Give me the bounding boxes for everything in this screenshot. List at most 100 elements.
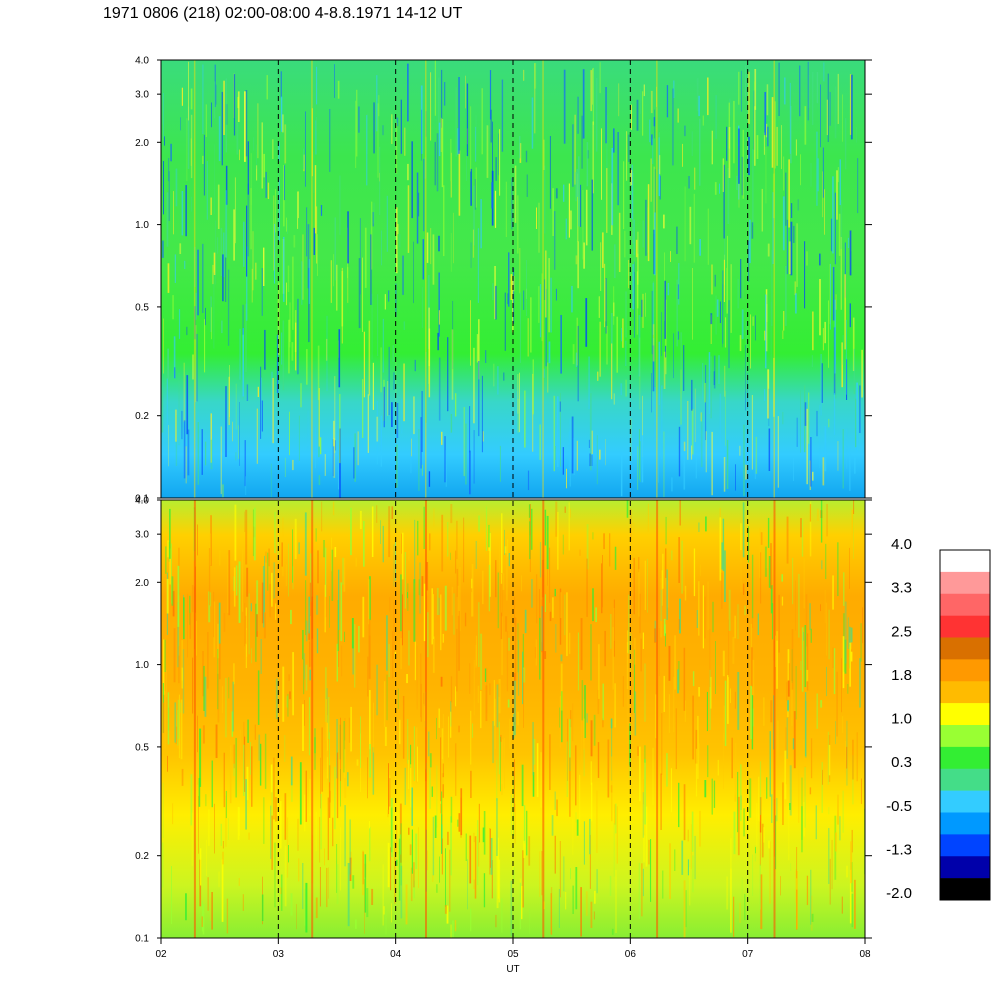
spectrogram-streak bbox=[302, 704, 304, 751]
spectrogram-streak bbox=[647, 184, 650, 262]
spectrogram-streak bbox=[652, 747, 654, 806]
spectrogram-streak bbox=[518, 640, 520, 696]
spectrogram-streak bbox=[650, 90, 653, 114]
spectrogram-streak bbox=[851, 74, 853, 140]
spectrogram-streak bbox=[265, 551, 267, 563]
spectrogram-streak bbox=[250, 603, 252, 612]
spectrogram-streak bbox=[254, 724, 256, 740]
spectrogram-streak bbox=[652, 281, 655, 314]
spectrogram-streak bbox=[533, 738, 536, 765]
spectrogram-streak bbox=[189, 612, 191, 639]
spectrogram-streak bbox=[400, 638, 402, 670]
spectrogram-streak bbox=[454, 920, 457, 932]
spectrogram-streak bbox=[559, 401, 561, 412]
y-axes: 0.10.20.51.02.03.04.00.10.20.51.02.03.04… bbox=[135, 56, 872, 945]
spectrogram-streak bbox=[769, 841, 771, 904]
spectrogram-streak bbox=[445, 848, 446, 907]
spectrogram-streak bbox=[478, 602, 480, 667]
spectrogram-streak bbox=[438, 357, 441, 421]
spectrogram-streak bbox=[274, 797, 277, 822]
spectrogram-streak bbox=[495, 560, 497, 598]
spectrogram-streak bbox=[208, 548, 211, 606]
spectrogram-streak bbox=[442, 777, 444, 785]
spectrogram-streak bbox=[441, 119, 444, 188]
y-tick-label: 2.0 bbox=[135, 578, 149, 589]
spectrogram-streak bbox=[473, 185, 475, 246]
spectrogram-streak bbox=[770, 543, 772, 589]
spectrogram-streak bbox=[430, 72, 432, 141]
x-tick-label: 03 bbox=[273, 949, 285, 960]
spectrogram-streak bbox=[178, 373, 180, 446]
spectrogram-streak bbox=[174, 702, 176, 743]
spectrogram-streak bbox=[642, 868, 644, 897]
spectrogram-streak bbox=[683, 784, 686, 841]
spectrogram-streak bbox=[793, 711, 796, 769]
spectrogram-streak bbox=[428, 731, 430, 757]
spectrogram-streak bbox=[252, 231, 254, 291]
spectrogram-streak bbox=[742, 129, 744, 199]
spectrogram-streak bbox=[387, 842, 390, 888]
spectrogram-streak bbox=[183, 362, 185, 422]
spectrogram-streak bbox=[407, 163, 409, 181]
spectrogram-streak bbox=[546, 515, 549, 570]
spectrogram-streak bbox=[305, 111, 306, 187]
spectrogram-streak bbox=[549, 136, 551, 209]
spectrogram-streak bbox=[293, 235, 296, 248]
spectrogram-streak bbox=[210, 592, 212, 607]
spectrogram-streak bbox=[728, 589, 731, 631]
spectrogram-streak bbox=[447, 337, 449, 412]
spectrogram-streak bbox=[314, 165, 317, 234]
spectrogram-streak bbox=[535, 639, 537, 666]
spectrogram-streak bbox=[519, 292, 521, 363]
spectrogram-streak bbox=[221, 320, 223, 334]
spectrogram-streak bbox=[798, 573, 800, 638]
spectrogram-streak bbox=[472, 229, 475, 258]
spectrogram-streak bbox=[393, 601, 395, 659]
spectrogram-streak bbox=[742, 268, 744, 301]
spectrogram-streak bbox=[806, 669, 809, 682]
spectrogram-streak bbox=[324, 454, 326, 476]
spectrogram-streak bbox=[376, 664, 378, 716]
spectrogram-streak bbox=[826, 99, 828, 136]
spectrogram-streak bbox=[352, 875, 355, 889]
spectrogram-streak bbox=[820, 700, 823, 708]
spectrogram-streak bbox=[512, 275, 515, 292]
spectrogram-streak bbox=[724, 317, 727, 348]
spectrogram-streak bbox=[384, 294, 386, 310]
spectrogram-streak bbox=[207, 877, 209, 911]
spectrogram-streak bbox=[815, 805, 817, 840]
spectrogram-streak bbox=[796, 223, 798, 287]
spectrogram-streak bbox=[596, 790, 598, 853]
spectrogram-streak bbox=[832, 647, 834, 668]
spectrogram-streak bbox=[505, 616, 508, 632]
spectrogram-streak bbox=[837, 441, 839, 471]
spectrogram-streak bbox=[689, 867, 691, 906]
spectrogram-streak bbox=[441, 759, 443, 825]
spectrogram-streak bbox=[290, 893, 293, 916]
spectrogram-streak bbox=[643, 84, 645, 97]
spectrogram-streak bbox=[733, 100, 735, 164]
spectrogram-streak bbox=[837, 794, 839, 825]
spectrogram-streak bbox=[642, 91, 644, 136]
spectrogram-streak bbox=[349, 857, 352, 881]
spectrogram-streak bbox=[585, 891, 588, 916]
spectrogram-streak bbox=[210, 515, 212, 566]
spectrogram-streak bbox=[575, 255, 578, 265]
spectrogram-streak bbox=[734, 794, 736, 802]
spectrogram-streak bbox=[514, 617, 517, 681]
spectrogram-streak bbox=[495, 157, 497, 181]
spectrogram-streak bbox=[591, 179, 593, 251]
spectrogram-streak bbox=[362, 851, 364, 885]
spectrogram-streak bbox=[263, 612, 266, 639]
spectrogram-streak bbox=[449, 849, 451, 912]
spectrogram-streak bbox=[555, 501, 558, 537]
spectrogram-streak bbox=[800, 518, 802, 538]
spectrogram-streak bbox=[251, 648, 252, 664]
spectrogram-streak bbox=[850, 841, 853, 884]
spectrogram-streak bbox=[211, 892, 213, 930]
spectrogram-streak bbox=[745, 65, 746, 98]
spectrogram-streak bbox=[715, 641, 716, 694]
spectrogram-streak bbox=[223, 80, 225, 135]
x-tick-label: 04 bbox=[390, 949, 402, 960]
spectrogram-streak bbox=[842, 94, 843, 142]
